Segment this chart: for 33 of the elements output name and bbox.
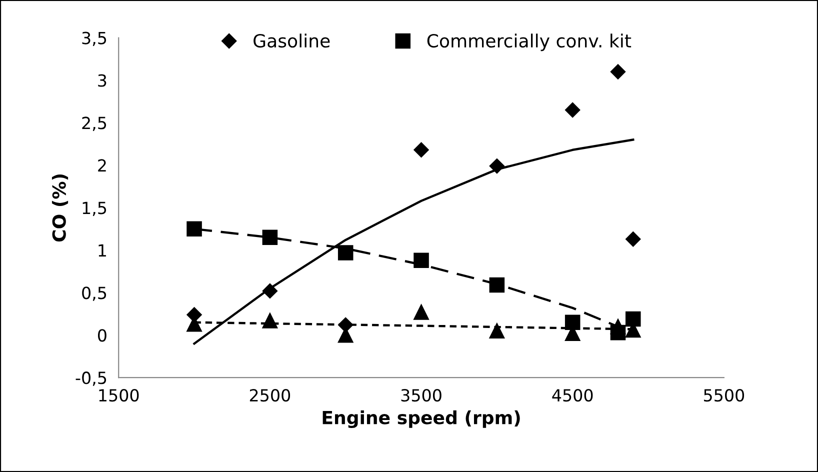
point: [414, 142, 429, 158]
y-tick-label: 1: [98, 244, 106, 256]
point: [338, 245, 354, 260]
x-tick-label: 3500: [401, 389, 442, 402]
y-tick-label: 3,5: [82, 32, 106, 46]
legend-label: Commercially conv. kit: [427, 34, 632, 52]
point: [414, 304, 429, 320]
point: [186, 307, 202, 322]
y-tick-label: 0,5: [82, 286, 106, 301]
point: [565, 102, 580, 118]
x-tick-label: 5500: [704, 389, 744, 402]
y-tick-label: 2,5: [82, 116, 106, 131]
point: [186, 221, 202, 237]
y-axis-title: CO (%): [52, 174, 68, 242]
point: [626, 232, 641, 247]
point: [625, 311, 641, 327]
y-tick-label: 3: [98, 74, 106, 87]
x-axis-title: Engine speed (rpm): [322, 410, 520, 428]
legend-label: Gasoline: [254, 34, 330, 48]
y-tick-label: 1,5: [82, 202, 106, 216]
point: [262, 313, 278, 328]
line-series: [193, 138, 634, 345]
y-tick-label: 0: [98, 329, 106, 342]
point: [489, 323, 505, 339]
x-tick-label: 4500: [552, 389, 593, 402]
x-tick-label: 2500: [250, 389, 290, 402]
y-tick-label: -0,5: [76, 372, 106, 386]
y-tick-label: 2: [98, 159, 106, 172]
point: [610, 64, 626, 80]
point: [414, 252, 429, 268]
x-tick-label: 1500: [99, 389, 139, 402]
point: [564, 314, 580, 330]
point: [262, 230, 278, 246]
